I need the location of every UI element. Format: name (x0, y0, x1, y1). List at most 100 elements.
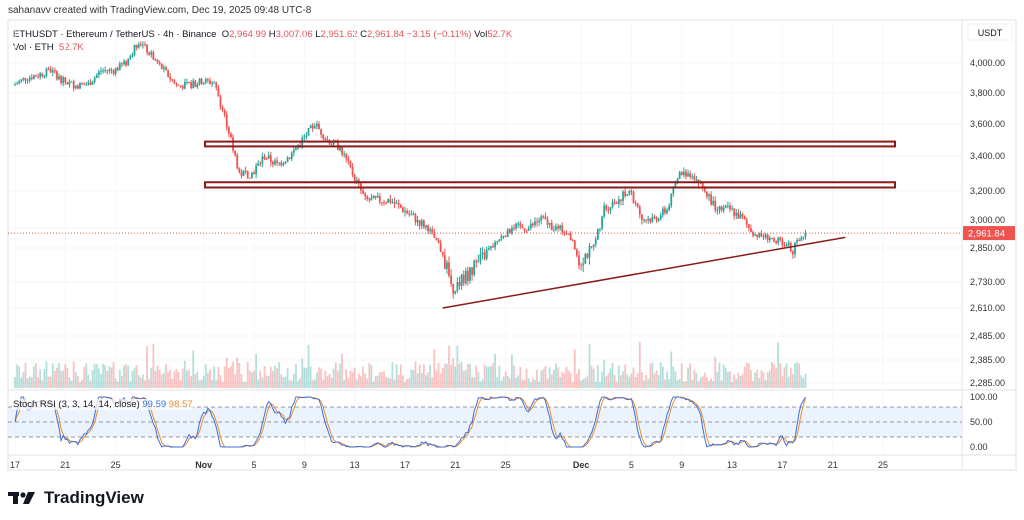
volume-bar (573, 349, 576, 388)
volume-bar (475, 365, 478, 388)
candle (41, 73, 44, 77)
candle (121, 63, 123, 65)
volume-bar (297, 380, 299, 388)
last-price-label: 2,961.84 (968, 229, 1005, 240)
volume-bar (739, 375, 742, 388)
candle (741, 214, 744, 217)
candle (236, 154, 239, 169)
volume-bar (720, 380, 723, 388)
volume-bar (643, 380, 645, 388)
volume-bar (79, 381, 81, 388)
candle (269, 155, 272, 162)
candle (32, 75, 35, 79)
volume-bar (202, 375, 205, 388)
volume-bar (691, 379, 694, 388)
volume-bar (49, 376, 52, 388)
candle (150, 52, 153, 55)
candle (689, 173, 692, 177)
volume-bar (534, 379, 536, 388)
volume-bar (668, 379, 671, 388)
volume-bar (586, 376, 589, 388)
stoch-rsi-label[interactable]: Stoch RSI (3, 3, 14, 14, close) (13, 399, 140, 410)
volume-bar (701, 376, 704, 388)
volume-bar (276, 368, 278, 388)
volume-bar (636, 373, 639, 388)
candle (420, 220, 423, 226)
volume-bar (502, 376, 505, 388)
volume-bar (529, 381, 532, 388)
volume-bar (622, 371, 624, 388)
volume-bar (246, 362, 249, 388)
y-tick-label: 2,610.00 (970, 303, 1005, 313)
x-tick-label: 21 (828, 460, 838, 470)
volume-bar (787, 376, 790, 388)
volume-bar (366, 378, 369, 388)
volume-bar (278, 362, 281, 388)
candle (196, 84, 199, 87)
volume-legend: Vol · ETH 52.7K (13, 42, 84, 53)
volume-bar (775, 368, 777, 388)
candle (234, 150, 237, 155)
candle (672, 186, 675, 194)
candle (714, 200, 717, 211)
candle (479, 254, 482, 262)
volume-bar (655, 370, 658, 388)
volume-bar (542, 369, 545, 388)
candle (649, 218, 652, 222)
candle (169, 76, 172, 80)
volume-indicator-label[interactable]: Vol · ETH (13, 42, 54, 53)
volume-bar (592, 368, 595, 388)
volume-bar (152, 343, 155, 388)
volume-bar (676, 380, 679, 388)
candle (550, 222, 553, 230)
candle (318, 123, 320, 130)
candle (20, 79, 23, 82)
volume-bar (760, 370, 763, 388)
volume-bar (770, 362, 773, 388)
volume-bar (255, 353, 258, 388)
volume-bar (487, 366, 490, 388)
candle (494, 241, 497, 248)
candle (194, 80, 197, 87)
candle (752, 231, 754, 236)
candle (246, 171, 249, 178)
volume-bar (295, 363, 297, 388)
volume-bar (110, 367, 113, 388)
candle (227, 127, 230, 134)
candle (571, 239, 574, 241)
candle (198, 78, 201, 85)
candle (794, 242, 796, 255)
volume-bar (225, 357, 228, 388)
candle (534, 221, 536, 226)
volume-bar (490, 366, 492, 388)
stoch-k-value: 99.59 (142, 399, 167, 410)
volume-bar (706, 377, 708, 388)
candle (800, 238, 803, 241)
candle (162, 67, 165, 69)
candle (292, 149, 295, 153)
candle (39, 73, 42, 77)
volume-bar (399, 364, 402, 388)
volume-bar (261, 377, 264, 388)
x-tick-label: 9 (302, 460, 307, 470)
volume-bar (412, 369, 415, 388)
candle (674, 181, 677, 187)
candle (439, 242, 442, 252)
candle (418, 220, 421, 226)
volume-bar (420, 372, 423, 388)
volume-bar (41, 380, 44, 388)
volume-bar (540, 371, 543, 388)
candle (720, 206, 723, 211)
candle (152, 52, 155, 60)
candle (341, 147, 343, 155)
candle (62, 77, 65, 83)
volume-bar (515, 377, 518, 388)
volume-bar (45, 361, 48, 388)
volume-bar (664, 379, 666, 388)
candle (414, 214, 417, 223)
symbol-title[interactable]: ETHUSDT · Ethereum / TetherUS · 4h · Bin… (13, 29, 217, 40)
volume-bar (87, 374, 90, 388)
last-price-tag (963, 226, 1015, 241)
candle (53, 70, 56, 72)
